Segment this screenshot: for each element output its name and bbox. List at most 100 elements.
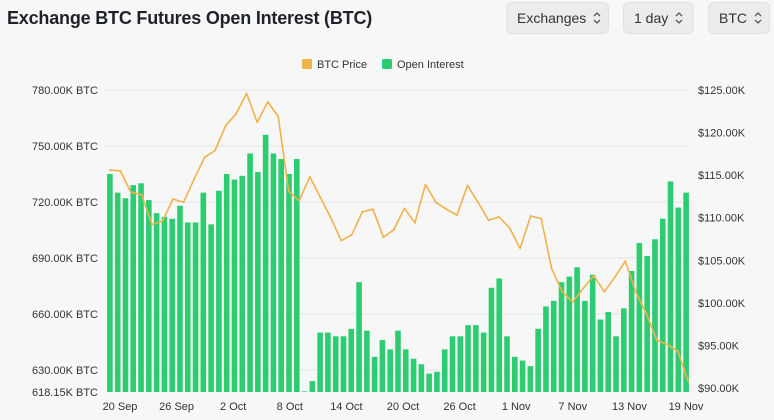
btc-price-point [624, 260, 627, 263]
open-interest-bar [550, 300, 557, 392]
btc-price-point [592, 274, 595, 277]
open-interest-bar [379, 340, 386, 392]
open-interest-bar [410, 358, 417, 392]
btc-price-point [108, 169, 111, 171]
open-interest-bar [387, 349, 394, 392]
open-interest-bar [457, 336, 464, 392]
btc-price-point [561, 290, 564, 293]
btc-price-line [109, 92, 690, 383]
open-interest-bar [184, 222, 191, 392]
open-interest-bar [122, 198, 129, 392]
open-interest-bar [130, 185, 137, 392]
open-interest-bar [426, 373, 432, 392]
open-interest-bar [340, 336, 347, 392]
legend-label-btc-price: BTC Price [317, 59, 367, 71]
right-axis-tick-label: $95.00K [698, 340, 740, 352]
open-interest-bar [589, 274, 596, 392]
left-axis-tick-label: 720.00K BTC [32, 197, 98, 209]
open-interest-bar [582, 300, 588, 392]
btc-price-point [687, 381, 690, 383]
btc-price-point [277, 115, 280, 118]
left-axis-tick-label: 750.00K BTC [32, 141, 98, 153]
right-axis-tick-label: $120.00K [698, 128, 746, 140]
btc-price-point [603, 290, 606, 293]
legend: BTC Price Open Interest [302, 59, 464, 71]
open-interest-bar [465, 325, 471, 392]
open-interest-bar [325, 332, 331, 392]
open-interest-bar [200, 192, 207, 392]
interval-select-value: 1 day [634, 10, 669, 26]
open-interest-bar [153, 213, 160, 392]
open-interest-bar [644, 256, 650, 392]
open-interest-bar [511, 356, 518, 392]
open-interest-bar [247, 153, 253, 392]
interval-select[interactable]: 1 day [623, 2, 694, 34]
left-axis-tick-label: 660.00K BTC [32, 309, 98, 321]
btc-price-point [151, 223, 153, 226]
btc-price-point [214, 149, 216, 152]
btc-price-point [519, 247, 522, 250]
btc-price-point [424, 183, 427, 186]
open-interest-bar [239, 175, 246, 392]
left-axis-tick-label: 690.00K BTC [32, 253, 98, 265]
btc-price-point [172, 198, 174, 200]
btc-price-point [403, 207, 406, 210]
open-interest-bar [270, 153, 277, 392]
open-interest-bar [255, 172, 261, 392]
btc-price-point [613, 276, 616, 279]
x-axis-tick-label: 13 Nov [612, 401, 647, 413]
btc-price-point [508, 227, 511, 229]
open-interest-bar [293, 159, 300, 392]
open-interest-bar [208, 224, 214, 392]
open-interest-bar [519, 360, 526, 392]
x-axis-tick-label: 1 Nov [502, 401, 531, 413]
open-interest-bar [613, 336, 619, 392]
open-interest-bar [652, 239, 658, 392]
btc-price-line-group [108, 92, 690, 383]
open-interest-bar [317, 332, 323, 392]
left-axis-tick-label: 780.00K BTC [32, 85, 98, 97]
btc-price-point [645, 313, 648, 315]
btc-price-point [414, 221, 416, 224]
btc-price-point [550, 267, 553, 270]
open-interest-bar [683, 192, 689, 392]
exchanges-select[interactable]: Exchanges [506, 2, 609, 34]
open-interest-bar [395, 330, 401, 392]
chevron-updown-icon [675, 11, 683, 25]
x-axis-tick-label: 20 Sep [103, 401, 138, 413]
open-interest-bar [371, 356, 378, 392]
open-interest-bar [496, 278, 503, 392]
open-interest-bar [434, 371, 440, 392]
btc-price-point [245, 92, 248, 95]
open-interest-bar [192, 222, 199, 392]
btc-price-point [582, 287, 585, 290]
btc-price-point [540, 217, 543, 220]
left-axis-tick-label: 618.15K BTC [32, 387, 98, 399]
open-interest-bar [621, 308, 627, 392]
btc-price-point [161, 220, 164, 223]
chart-controls: Exchanges 1 day BTC [506, 2, 770, 34]
open-interest-bar [138, 183, 144, 392]
right-axis-tick-label: $115.00K [698, 170, 745, 182]
btc-price-point [466, 184, 469, 187]
open-interest-bar [278, 159, 285, 392]
unit-select[interactable]: BTC [708, 2, 770, 34]
x-axis-tick-label: 19 Nov [669, 401, 704, 413]
btc-price-point [477, 201, 479, 204]
right-axis-tick-label: $100.00K [698, 298, 746, 310]
open-interest-bar [169, 218, 175, 392]
exchanges-select-value: Exchanges [517, 10, 587, 26]
btc-price-point [308, 175, 311, 178]
open-interest-bar [231, 179, 238, 392]
open-interest-bar [535, 328, 541, 392]
x-axis-tick-label: 14 Oct [330, 401, 362, 413]
btc-price-point [140, 193, 143, 196]
open-interest-bar [364, 330, 370, 392]
open-interest-bar [527, 366, 534, 392]
open-interest-bar [216, 190, 222, 392]
open-interest-bar [402, 349, 409, 392]
axes: 780.00K BTC 750.00K BTC 720.00K BTC 690.00K… [32, 85, 746, 413]
btc-price-point [382, 236, 385, 239]
open-interest-bar [473, 325, 479, 392]
